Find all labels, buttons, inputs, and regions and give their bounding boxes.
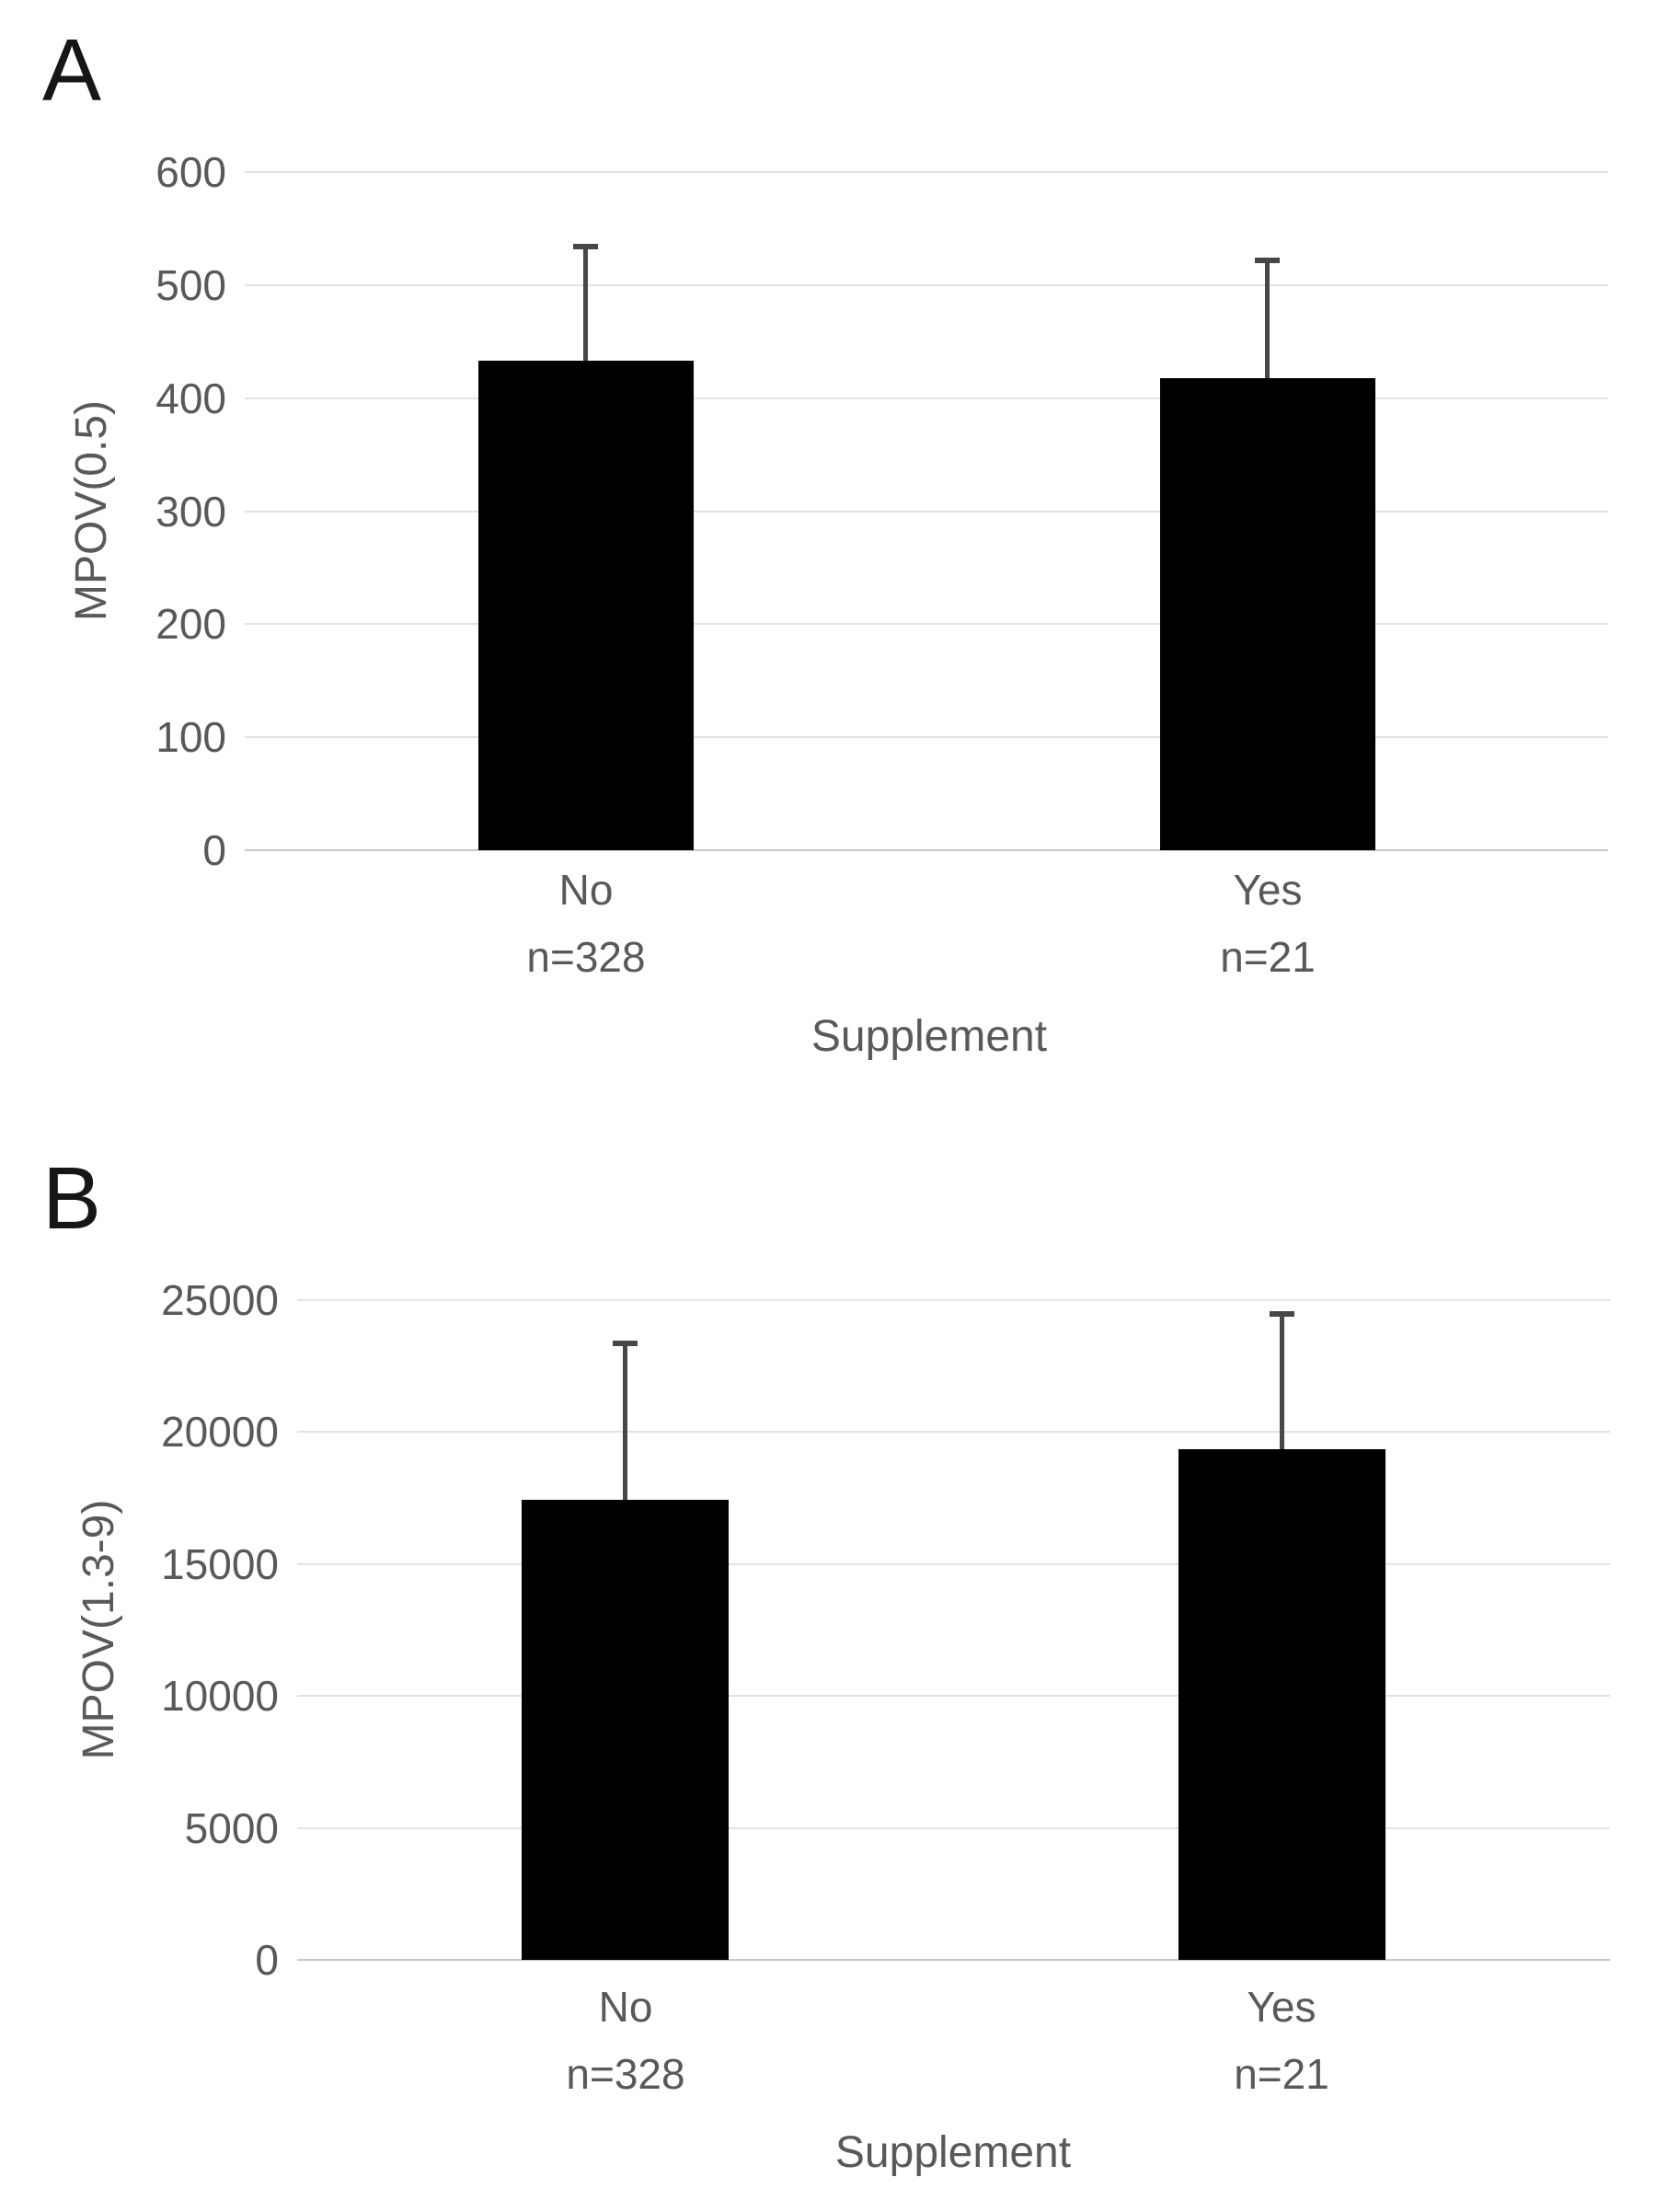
- panel-a-y-tick-label-200: 200: [155, 600, 226, 649]
- panel-b-y-tick-label-10000: 10000: [161, 1672, 279, 1721]
- panel-b-letter: B: [42, 1149, 102, 1248]
- panel-a-error-bar-stem-no: [583, 245, 588, 362]
- panel-a-gridline-0: [245, 849, 1608, 851]
- panel-a-letter: A: [42, 21, 102, 120]
- panel-b-bar-no: [522, 1499, 729, 1960]
- panel-b-x-axis-title: Supplement: [834, 2128, 1072, 2177]
- panel-a-gridline-600: [245, 171, 1608, 173]
- panel-a-error-bar-cap-yes: [1255, 257, 1280, 263]
- panel-b-y-tick-label-5000: 5000: [184, 1803, 279, 1852]
- panel-a-category-count-label-yes: n=21: [1220, 933, 1316, 981]
- panel-b-gridline-0: [297, 1959, 1610, 1961]
- panel-a-y-tick-label-0: 0: [202, 826, 226, 874]
- panel-b-y-tick-label-15000: 15000: [161, 1539, 279, 1588]
- panel-b-gridline-25000: [297, 1299, 1610, 1301]
- panel-a-category-label-yes: Yes: [1233, 866, 1303, 914]
- panel-b-y-tick-label-25000: 25000: [161, 1276, 279, 1324]
- panel-b-error-bar-stem-no: [623, 1342, 627, 1500]
- panel-b-category-label-no: No: [598, 1983, 653, 2031]
- panel-b-error-bar-cap-no: [613, 1340, 638, 1346]
- panel-a-gridline-400: [245, 397, 1608, 399]
- panel-b-gridline-15000: [297, 1562, 1610, 1565]
- panel-b-y-tick-label-0: 0: [255, 1936, 279, 1984]
- panel-a-error-bar-stem-yes: [1265, 259, 1270, 378]
- panel-a-x-axis-title: Supplement: [811, 1012, 1048, 1061]
- panel-a-category-count-label-no: n=328: [526, 933, 646, 981]
- panel-b-y-tick-label-20000: 20000: [161, 1408, 279, 1457]
- panel-b-gridline-5000: [297, 1826, 1610, 1829]
- panel-b-category-label-yes: Yes: [1247, 1983, 1316, 2031]
- panel-a-bar-yes: [1160, 377, 1375, 850]
- panel-a-y-tick-label-600: 600: [155, 148, 226, 196]
- panel-a-gridline-300: [245, 510, 1608, 513]
- panel-a-category-label-no: No: [558, 866, 614, 914]
- panel-b-bar-yes: [1178, 1449, 1385, 1960]
- panel-a-gridline-500: [245, 283, 1608, 286]
- panel-b-gridline-20000: [297, 1431, 1610, 1434]
- panel-a-gridline-100: [245, 736, 1608, 739]
- panel-b-error-bar-cap-yes: [1270, 1311, 1294, 1318]
- panel-b-category-count-label-yes: n=21: [1234, 2050, 1329, 2098]
- panel-a-gridline-200: [245, 623, 1608, 626]
- panel-a-bar-no: [478, 361, 694, 850]
- panel-a-error-bar-cap-no: [573, 243, 598, 249]
- panel-b-gridline-10000: [297, 1695, 1610, 1698]
- panel-a-y-tick-label-100: 100: [155, 713, 226, 762]
- panel-b-category-count-label-no: n=328: [566, 2050, 685, 2098]
- panel-a-y-tick-label-400: 400: [155, 374, 226, 422]
- panel-a-y-tick-label-300: 300: [155, 487, 226, 536]
- panel-a-y-tick-label-500: 500: [155, 260, 226, 309]
- panel-b-error-bar-stem-yes: [1280, 1313, 1284, 1450]
